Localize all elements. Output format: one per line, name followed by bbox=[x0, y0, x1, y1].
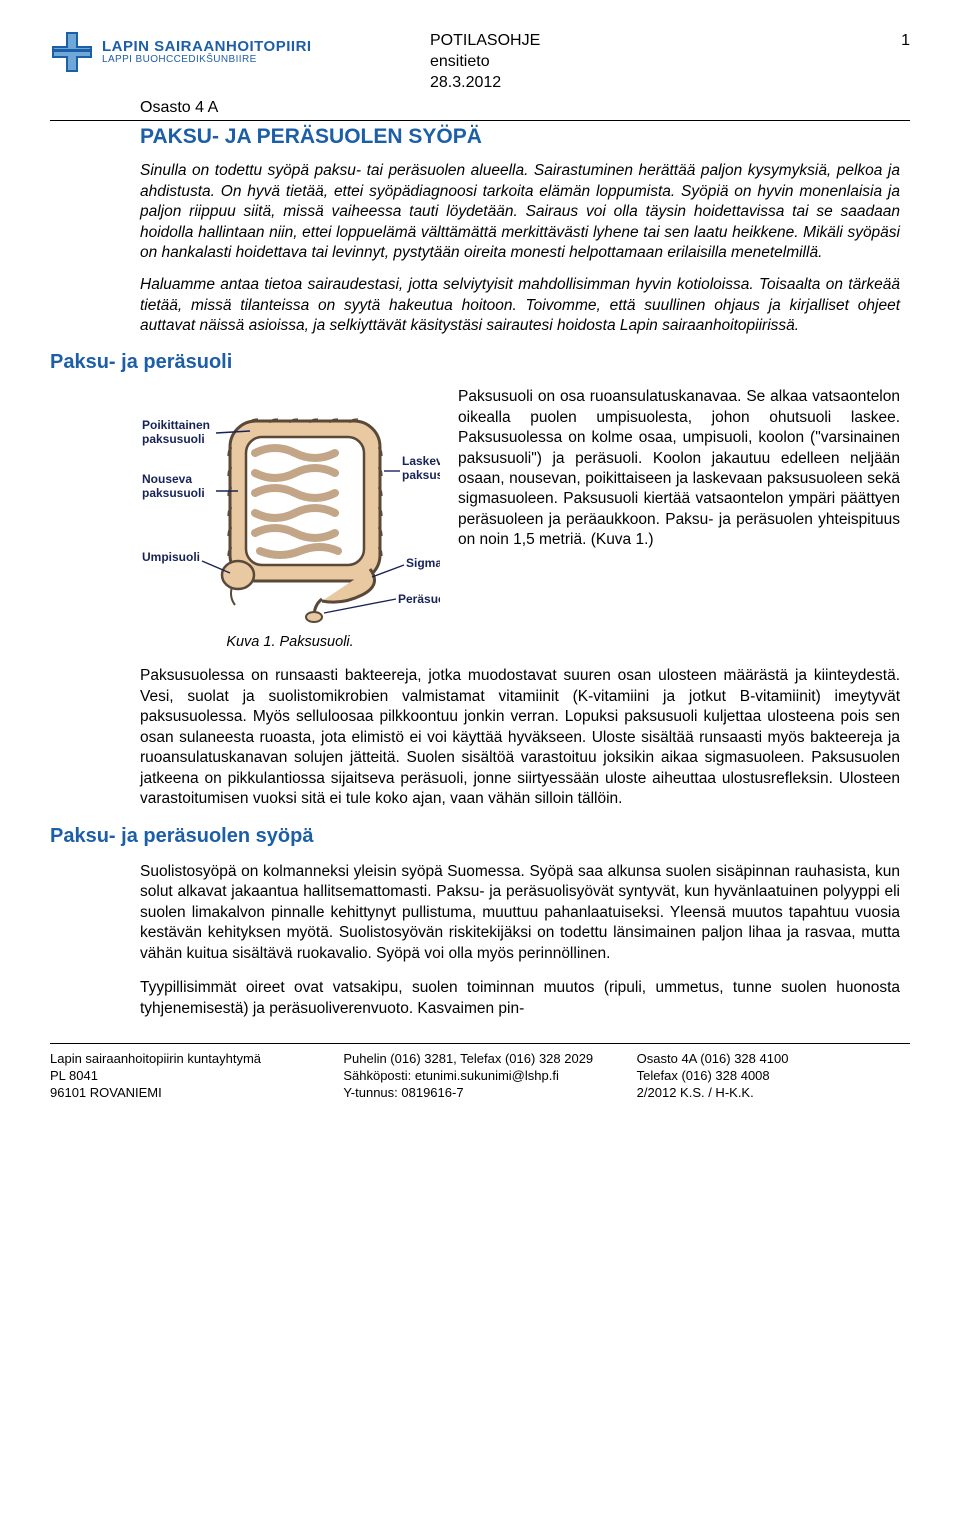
department: Osasto 4 A bbox=[50, 97, 910, 118]
footer-center-1: Puhelin (016) 3281, Telefax (016) 328 20… bbox=[343, 1050, 616, 1067]
colon-diagram: Poikittainen paksusuoli Nouseva paksusuo… bbox=[140, 393, 440, 623]
label-paksusuoli2: paksusuoli bbox=[142, 486, 205, 500]
cross-icon bbox=[50, 30, 94, 74]
divider bbox=[50, 120, 910, 121]
page-number: 1 bbox=[870, 30, 910, 51]
intro-block: Sinulla on todettu syöpä paksu- tai perä… bbox=[140, 161, 900, 337]
label-laskeva: Laskeva bbox=[402, 454, 440, 468]
header-row: LAPIN SAIRAANHOITOPIIRI LAPPI BUOHCCEDIK… bbox=[50, 30, 910, 93]
label-paksusuoli3: paksusuoli bbox=[402, 468, 440, 482]
figure-side-text: Paksusuoli on osa ruoansulatuskanavaa. S… bbox=[458, 387, 900, 652]
figure-column: Poikittainen paksusuoli Nouseva paksusuo… bbox=[140, 387, 440, 652]
footer: Lapin sairaanhoitopiirin kuntayhtymä PL … bbox=[50, 1043, 910, 1101]
section1-heading: Paksu- ja peräsuoli bbox=[50, 349, 910, 375]
header-center: POTILASOHJE ensitieto 28.3.2012 bbox=[360, 30, 860, 93]
footer-right-3: 2/2012 K.S. / H-K.K. bbox=[637, 1084, 910, 1101]
intro-para-1: Sinulla on todettu syöpä paksu- tai perä… bbox=[140, 161, 900, 263]
footer-left: Lapin sairaanhoitopiirin kuntayhtymä PL … bbox=[50, 1050, 323, 1101]
section2-heading: Paksu- ja peräsuolen syöpä bbox=[50, 823, 910, 849]
footer-center-3: Y-tunnus: 0819616-7 bbox=[343, 1084, 616, 1101]
footer-left-3: 96101 ROVANIEMI bbox=[50, 1084, 323, 1101]
label-poikittainen: Poikittainen bbox=[142, 418, 210, 432]
logo-line2: LAPPI BUOHCCEDIKŠUNBIIRE bbox=[102, 55, 312, 66]
label-nouseva: Nouseva bbox=[142, 472, 192, 486]
logo-text: LAPIN SAIRAANHOITOPIIRI LAPPI BUOHCCEDIK… bbox=[102, 39, 312, 65]
page: LAPIN SAIRAANHOITOPIIRI LAPPI BUOHCCEDIK… bbox=[0, 0, 960, 1122]
footer-right: Osasto 4A (016) 328 4100 Telefax (016) 3… bbox=[617, 1050, 910, 1101]
footer-left-2: PL 8041 bbox=[50, 1067, 323, 1084]
label-umpisuoli: Umpisuoli bbox=[142, 550, 200, 564]
section1-para-after: Paksusuolessa on runsaasti bakteereja, j… bbox=[140, 666, 900, 809]
logo-block: LAPIN SAIRAANHOITOPIIRI LAPPI BUOHCCEDIK… bbox=[50, 30, 350, 74]
section1-body: Poikittainen paksusuoli Nouseva paksusuo… bbox=[140, 387, 900, 809]
footer-center-2: Sähköposti: etunimi.sukunimi@lshp.fi bbox=[343, 1067, 616, 1084]
section2-para-1: Suolistosyöpä on kolmanneksi yleisin syö… bbox=[140, 862, 900, 964]
intro-para-2: Haluamme antaa tietoa sairaudestasi, jot… bbox=[140, 275, 900, 336]
doc-subtype: ensitieto bbox=[430, 51, 860, 72]
doc-title: PAKSU- JA PERÄSUOLEN SYÖPÄ bbox=[140, 123, 910, 151]
label-sigmasuoli: Sigmasuoli bbox=[406, 556, 440, 570]
footer-left-1: Lapin sairaanhoitopiirin kuntayhtymä bbox=[50, 1050, 323, 1067]
doc-type: POTILASOHJE bbox=[430, 30, 860, 51]
footer-center: Puhelin (016) 3281, Telefax (016) 328 20… bbox=[323, 1050, 616, 1101]
section2-body: Suolistosyöpä on kolmanneksi yleisin syö… bbox=[140, 862, 900, 1019]
footer-right-2: Telefax (016) 328 4008 bbox=[637, 1067, 910, 1084]
label-paksusuoli1: paksusuoli bbox=[142, 432, 205, 446]
label-perasuoli: Peräsuoli bbox=[398, 592, 440, 606]
figure-row: Poikittainen paksusuoli Nouseva paksusuo… bbox=[140, 387, 900, 652]
section2-para-2: Tyypillisimmät oireet ovat vatsakipu, su… bbox=[140, 978, 900, 1019]
fig-side-para: Paksusuoli on osa ruoansulatuskanavaa. S… bbox=[458, 387, 900, 551]
footer-right-1: Osasto 4A (016) 328 4100 bbox=[637, 1050, 910, 1067]
doc-date: 28.3.2012 bbox=[430, 72, 860, 93]
figure-caption: Kuva 1. Paksusuoli. bbox=[226, 633, 353, 652]
logo-line1: LAPIN SAIRAANHOITOPIIRI bbox=[102, 39, 312, 55]
